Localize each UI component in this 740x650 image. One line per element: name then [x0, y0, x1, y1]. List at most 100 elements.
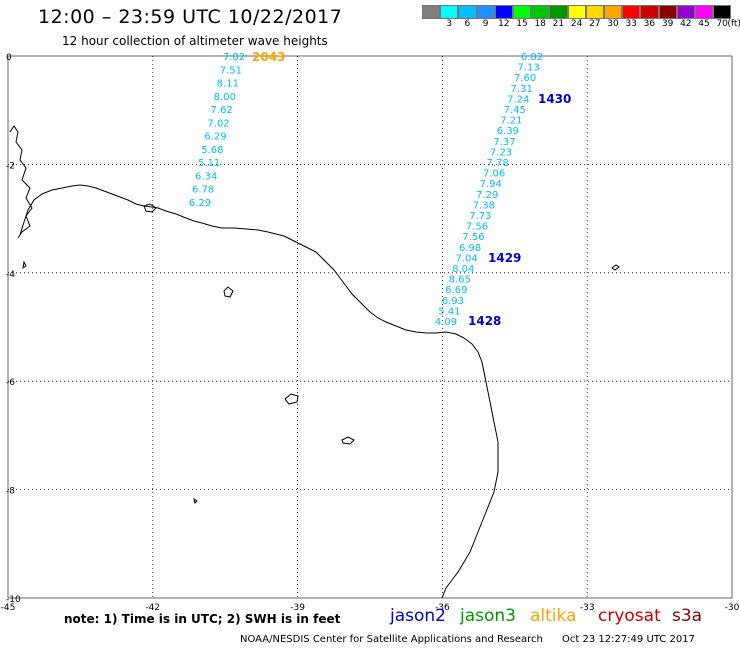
colorbar-swatch — [567, 5, 586, 19]
wave-height-value: 7.13 — [517, 63, 539, 74]
colorbar-swatch — [585, 5, 604, 19]
pass-time-label: 2043 — [252, 50, 285, 64]
pass-time-label: 1428 — [468, 314, 501, 328]
wave-height-value: 7.94 — [480, 179, 502, 190]
satellite-label-altika: altika — [530, 606, 577, 626]
coastline — [9, 125, 620, 599]
wave-height-value: 7.73 — [469, 211, 491, 222]
bay-coast — [9, 125, 33, 239]
colorbar-swatch — [549, 5, 568, 19]
wave-height-value: 7.56 — [466, 222, 488, 233]
colorbar-swatch — [422, 5, 441, 19]
lon-tick-label: -45 — [1, 603, 16, 613]
east-altimeter-track: 6.827.137.607.317.247.457.216.397.377.23… — [435, 52, 572, 328]
wave-height-value: 5.11 — [198, 158, 220, 169]
satellite-label-cryosat: cryosat — [598, 606, 661, 626]
colorbar-label: 18 — [534, 19, 546, 29]
lon-tick-label: -39 — [290, 603, 305, 613]
west-altimeter-track: 7.82 7.51 8.11 8.00 7.62 7.02 6.29 5.68 5.11 6.34… — [189, 50, 286, 209]
island-outline — [341, 436, 355, 445]
satellite-label-jason2: jason2 — [390, 606, 446, 626]
lat-lon-grid — [7, 55, 733, 599]
colorbar-label: 39 — [661, 19, 674, 29]
footnote: note: 1) Time is in UTC; 2) SWH is in fe… — [64, 612, 341, 626]
wave-height-value: 8.11 — [217, 79, 239, 90]
colorbar-label: 33 — [625, 19, 637, 29]
island-outline — [22, 260, 27, 270]
colorbar-swatch — [494, 5, 513, 19]
wave-height-value: 7.45 — [504, 105, 526, 116]
colorbar-swatch — [695, 5, 714, 19]
colorbar-label: 15 — [516, 19, 528, 29]
colorbar-swatch — [604, 5, 623, 19]
wave-height-value: 7.37 — [493, 137, 515, 148]
colorbar-label: 30 — [607, 19, 619, 29]
colorbar-label: 36 — [643, 19, 656, 29]
colorbar-label: 3 — [446, 19, 453, 29]
lon-tick-label: -33 — [580, 603, 595, 613]
colorbar-swatch — [476, 5, 495, 19]
wave-height-value: 5.68 — [201, 145, 223, 156]
colorbar-label: 21 — [552, 19, 565, 29]
pass-time-label: 1429 — [488, 251, 521, 265]
pass-time-label: 1430 — [538, 92, 571, 106]
island-outline — [223, 286, 234, 298]
colorbar-label: 12 — [498, 19, 510, 29]
map-subtitle: 12 hour collection of altimeter wave hei… — [62, 34, 328, 48]
wave-height-value: 7.02 — [207, 118, 229, 129]
lon-tick-label: -42 — [145, 603, 160, 613]
credit-line: NOAA/NESDIS Center for Satellite Applica… — [240, 634, 543, 645]
generated-timestamp: Oct 23 12:27:49 UTC 2017 — [562, 634, 695, 645]
satellite-label-jason3: jason3 — [460, 606, 516, 626]
wave-height-value: 6.34 — [195, 171, 217, 182]
wave-height-value: 7.62 — [211, 105, 233, 116]
colorbar-label: 24 — [570, 19, 583, 29]
satellite-label-s3a: s3a — [672, 606, 703, 626]
wave-height-value: 8.65 — [449, 275, 471, 286]
colorbar-label: 6 — [464, 19, 471, 29]
wave-height-value: 7.60 — [514, 73, 536, 84]
colorbar-label: 27 — [589, 19, 601, 29]
colorbar-label: 42 — [680, 19, 692, 29]
colorbar-swatch — [513, 5, 532, 19]
wave-height-value: 7.31 — [511, 84, 533, 95]
colorbar-swatch — [458, 5, 477, 19]
wave-height-value: 7.78 — [486, 158, 508, 169]
mainland-coast — [19, 184, 499, 599]
wave-height-value: 5.41 — [438, 306, 460, 317]
wave-height-value: 6.93 — [442, 296, 464, 307]
lat-tick-label: -4 — [6, 270, 15, 280]
wave-height-value: 7.23 — [490, 147, 512, 158]
lat-tick-label: -8 — [6, 487, 15, 497]
lon-tick-label: -30 — [725, 603, 740, 613]
colorbar-swatch — [713, 5, 732, 19]
island-outline — [284, 393, 299, 405]
wave-height-value: 7.56 — [462, 232, 484, 243]
wave-height-value: 8.04 — [452, 264, 474, 275]
lat-tick-label: 0 — [6, 53, 12, 63]
lat-tick-label: -10 — [6, 595, 21, 605]
colorbar-label: 9 — [482, 19, 489, 29]
map-title: 12:00 – 23:59 UTC 10/22/2017 — [38, 6, 343, 28]
colorbar-swatch — [640, 5, 659, 19]
colorbar-swatch — [658, 5, 677, 19]
colorbar-label: 45 — [698, 19, 710, 29]
wave-height-value: 7.24 — [507, 94, 529, 105]
lat-tick-label: -2 — [6, 161, 15, 171]
wave-height-value: 6.69 — [445, 285, 467, 296]
wave-height-value: 8.00 — [214, 92, 236, 103]
colorbar-swatch — [622, 5, 641, 19]
wave-height-value: 7.51 — [220, 65, 242, 76]
lon-tick-label: -36 — [435, 603, 450, 613]
colorbar-label: 70 — [716, 19, 728, 29]
island-outline — [193, 497, 198, 504]
island-outline — [143, 203, 157, 213]
wave-height-value: 7.06 — [483, 169, 505, 180]
wave-height-value: 7.29 — [476, 190, 498, 201]
wave-height-value: 6.39 — [497, 126, 519, 137]
map-frame — [7, 55, 733, 599]
wave-height-value: 6.78 — [192, 185, 214, 196]
lat-tick-label: -6 — [6, 378, 15, 388]
wave-height-value: 7.82 — [223, 52, 245, 63]
